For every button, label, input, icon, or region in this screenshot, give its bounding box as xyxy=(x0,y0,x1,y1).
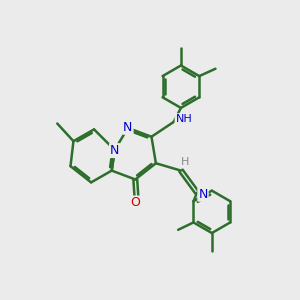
Text: NH: NH xyxy=(176,114,192,124)
Text: H: H xyxy=(181,158,190,167)
Text: N: N xyxy=(198,188,208,201)
Text: O: O xyxy=(130,196,140,209)
Text: N: N xyxy=(123,121,133,134)
Text: N: N xyxy=(110,144,119,157)
